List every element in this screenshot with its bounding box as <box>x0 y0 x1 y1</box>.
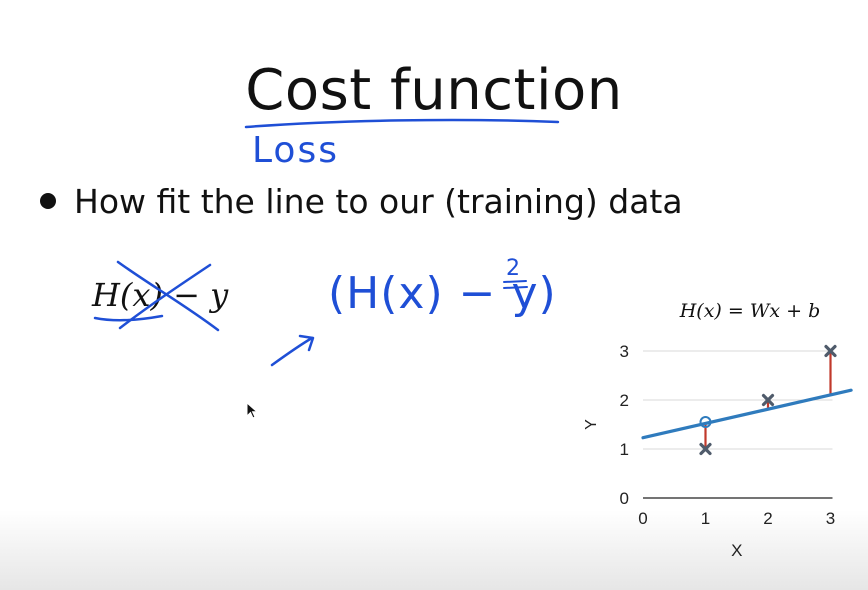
bottom-fade <box>0 510 868 590</box>
x-tick-label: 0 <box>638 509 647 528</box>
slide-title: Cost function <box>245 58 623 123</box>
x-tick-label: 3 <box>826 509 835 528</box>
x-tick-label: 2 <box>763 509 772 528</box>
bullet-text: How fit the line to our (training) data <box>74 182 683 221</box>
formula-h-minus-y: H(x) − y <box>92 276 229 314</box>
data-point <box>761 393 775 407</box>
exponent-double-underline <box>503 280 528 289</box>
x-tick-label: 1 <box>701 509 710 528</box>
regression-chart: 0 1 2 3 0 1 2 3 X Y <box>583 342 853 560</box>
mouse-cursor-icon <box>246 402 259 419</box>
title-underline <box>244 118 560 129</box>
squared-error-annotation: (H(x) − y) <box>328 268 557 319</box>
x-axis-label: X <box>731 541 742 560</box>
y-tick-label: 1 <box>620 440 629 459</box>
chart-title: H(x) = Wx + b <box>679 300 821 322</box>
data-point <box>699 442 712 456</box>
cross-out-stroke-1 <box>116 260 220 332</box>
exponent-annotation: 2 <box>506 256 520 281</box>
loss-annotation: Loss <box>252 130 339 171</box>
prediction-marker <box>699 416 712 429</box>
y-axis-label: Y <box>583 419 600 430</box>
bullet-dot <box>40 192 56 209</box>
cross-out-stroke-3 <box>93 314 164 322</box>
y-tick-label: 2 <box>620 391 629 410</box>
arrow-shaft <box>270 336 314 367</box>
arrow-head <box>298 334 315 352</box>
data-point <box>824 344 837 358</box>
regression-line <box>641 388 853 440</box>
y-tick-label: 3 <box>620 342 629 361</box>
y-tick-label: 0 <box>620 489 629 508</box>
bullet-item: How fit the line to our (training) data <box>40 182 683 221</box>
